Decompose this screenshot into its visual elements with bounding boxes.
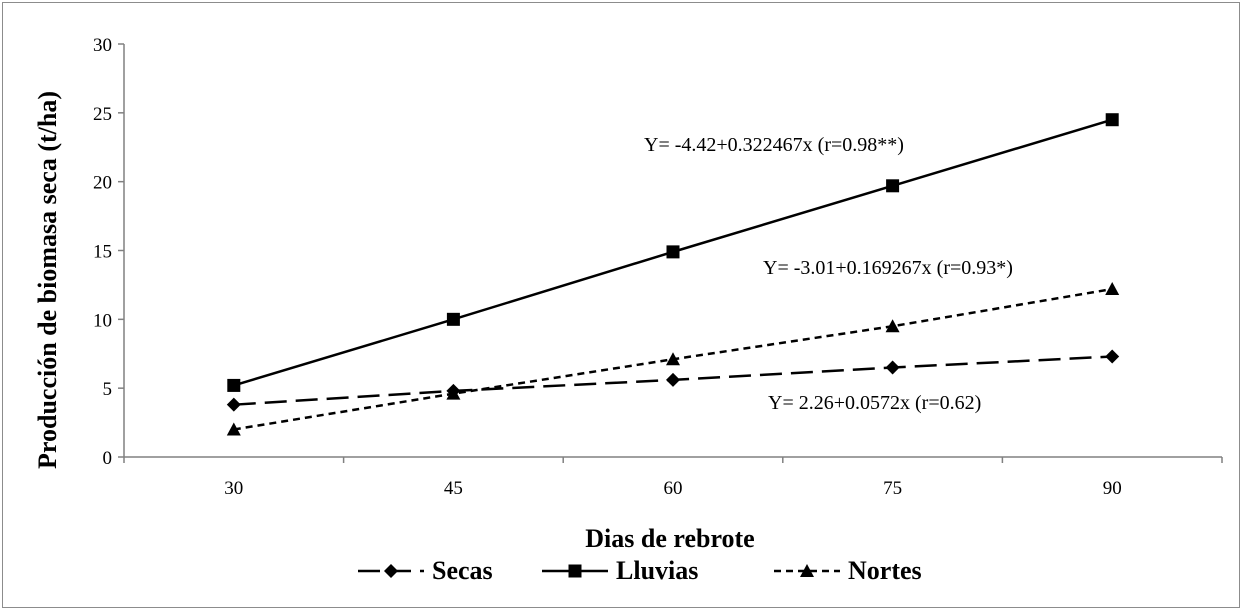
- legend-label-secas: Secas: [432, 556, 493, 585]
- y-tick-label: 0: [103, 448, 113, 469]
- point-lluvias: [227, 378, 241, 392]
- equation-lluvias: Y= -4.42+0.322467x (r=0.98**): [644, 134, 904, 156]
- point-secas: [226, 397, 241, 412]
- point-nortes: [885, 319, 900, 333]
- point-nortes: [446, 386, 461, 400]
- point-nortes: [666, 352, 680, 366]
- axes: 0 5 10 15 20 25 30 30 45 60 75 90: [93, 35, 1223, 499]
- y-tick-label: 10: [93, 310, 112, 331]
- x-axis-title: Dias de rebrote: [585, 524, 754, 553]
- point-lluvias: [446, 312, 460, 326]
- series-layer: [226, 113, 1120, 436]
- y-tick-label: 15: [93, 242, 112, 263]
- y-tick-label: 25: [93, 104, 112, 125]
- series-nortes: [226, 282, 1120, 436]
- x-tick-label: 45: [444, 478, 463, 499]
- legend-label-lluvias: Lluvias: [616, 556, 698, 585]
- equation-secas: Y= 2.26+0.0572x (r=0.62): [768, 392, 981, 414]
- series-lluvias: [227, 113, 1119, 392]
- legend-label-nortes: Nortes: [848, 556, 922, 585]
- legend-item-nortes: Nortes: [774, 556, 922, 585]
- y-tick-label: 5: [103, 379, 113, 400]
- point-secas: [1105, 349, 1120, 364]
- y-tick-label: 20: [93, 173, 112, 194]
- y-axis-title: Producción de biomasa seca (t/ha): [33, 91, 62, 469]
- legend-marker-nortes: [800, 564, 814, 577]
- legend-item-secas: Secas: [358, 556, 493, 585]
- point-secas: [885, 360, 900, 375]
- x-tick-label: 90: [1103, 478, 1122, 499]
- point-lluvias: [886, 179, 900, 193]
- point-nortes: [1105, 282, 1120, 296]
- legend-marker-lluvias: [568, 564, 582, 578]
- y-tick-label: 30: [93, 35, 112, 56]
- x-tick-label: 30: [224, 478, 243, 499]
- legend-item-lluvias: Lluvias: [542, 556, 698, 585]
- point-nortes: [226, 422, 241, 436]
- point-lluvias: [1105, 113, 1119, 127]
- legend-marker-secas: [384, 564, 398, 578]
- equation-nortes: Y= -3.01+0.169267x (r=0.93*): [763, 257, 1013, 279]
- x-tick-label: 75: [883, 478, 902, 499]
- point-lluvias: [666, 245, 680, 259]
- point-secas: [666, 372, 680, 387]
- x-tick-label: 60: [664, 478, 683, 499]
- legend: Secas Lluvias Nortes: [358, 556, 922, 585]
